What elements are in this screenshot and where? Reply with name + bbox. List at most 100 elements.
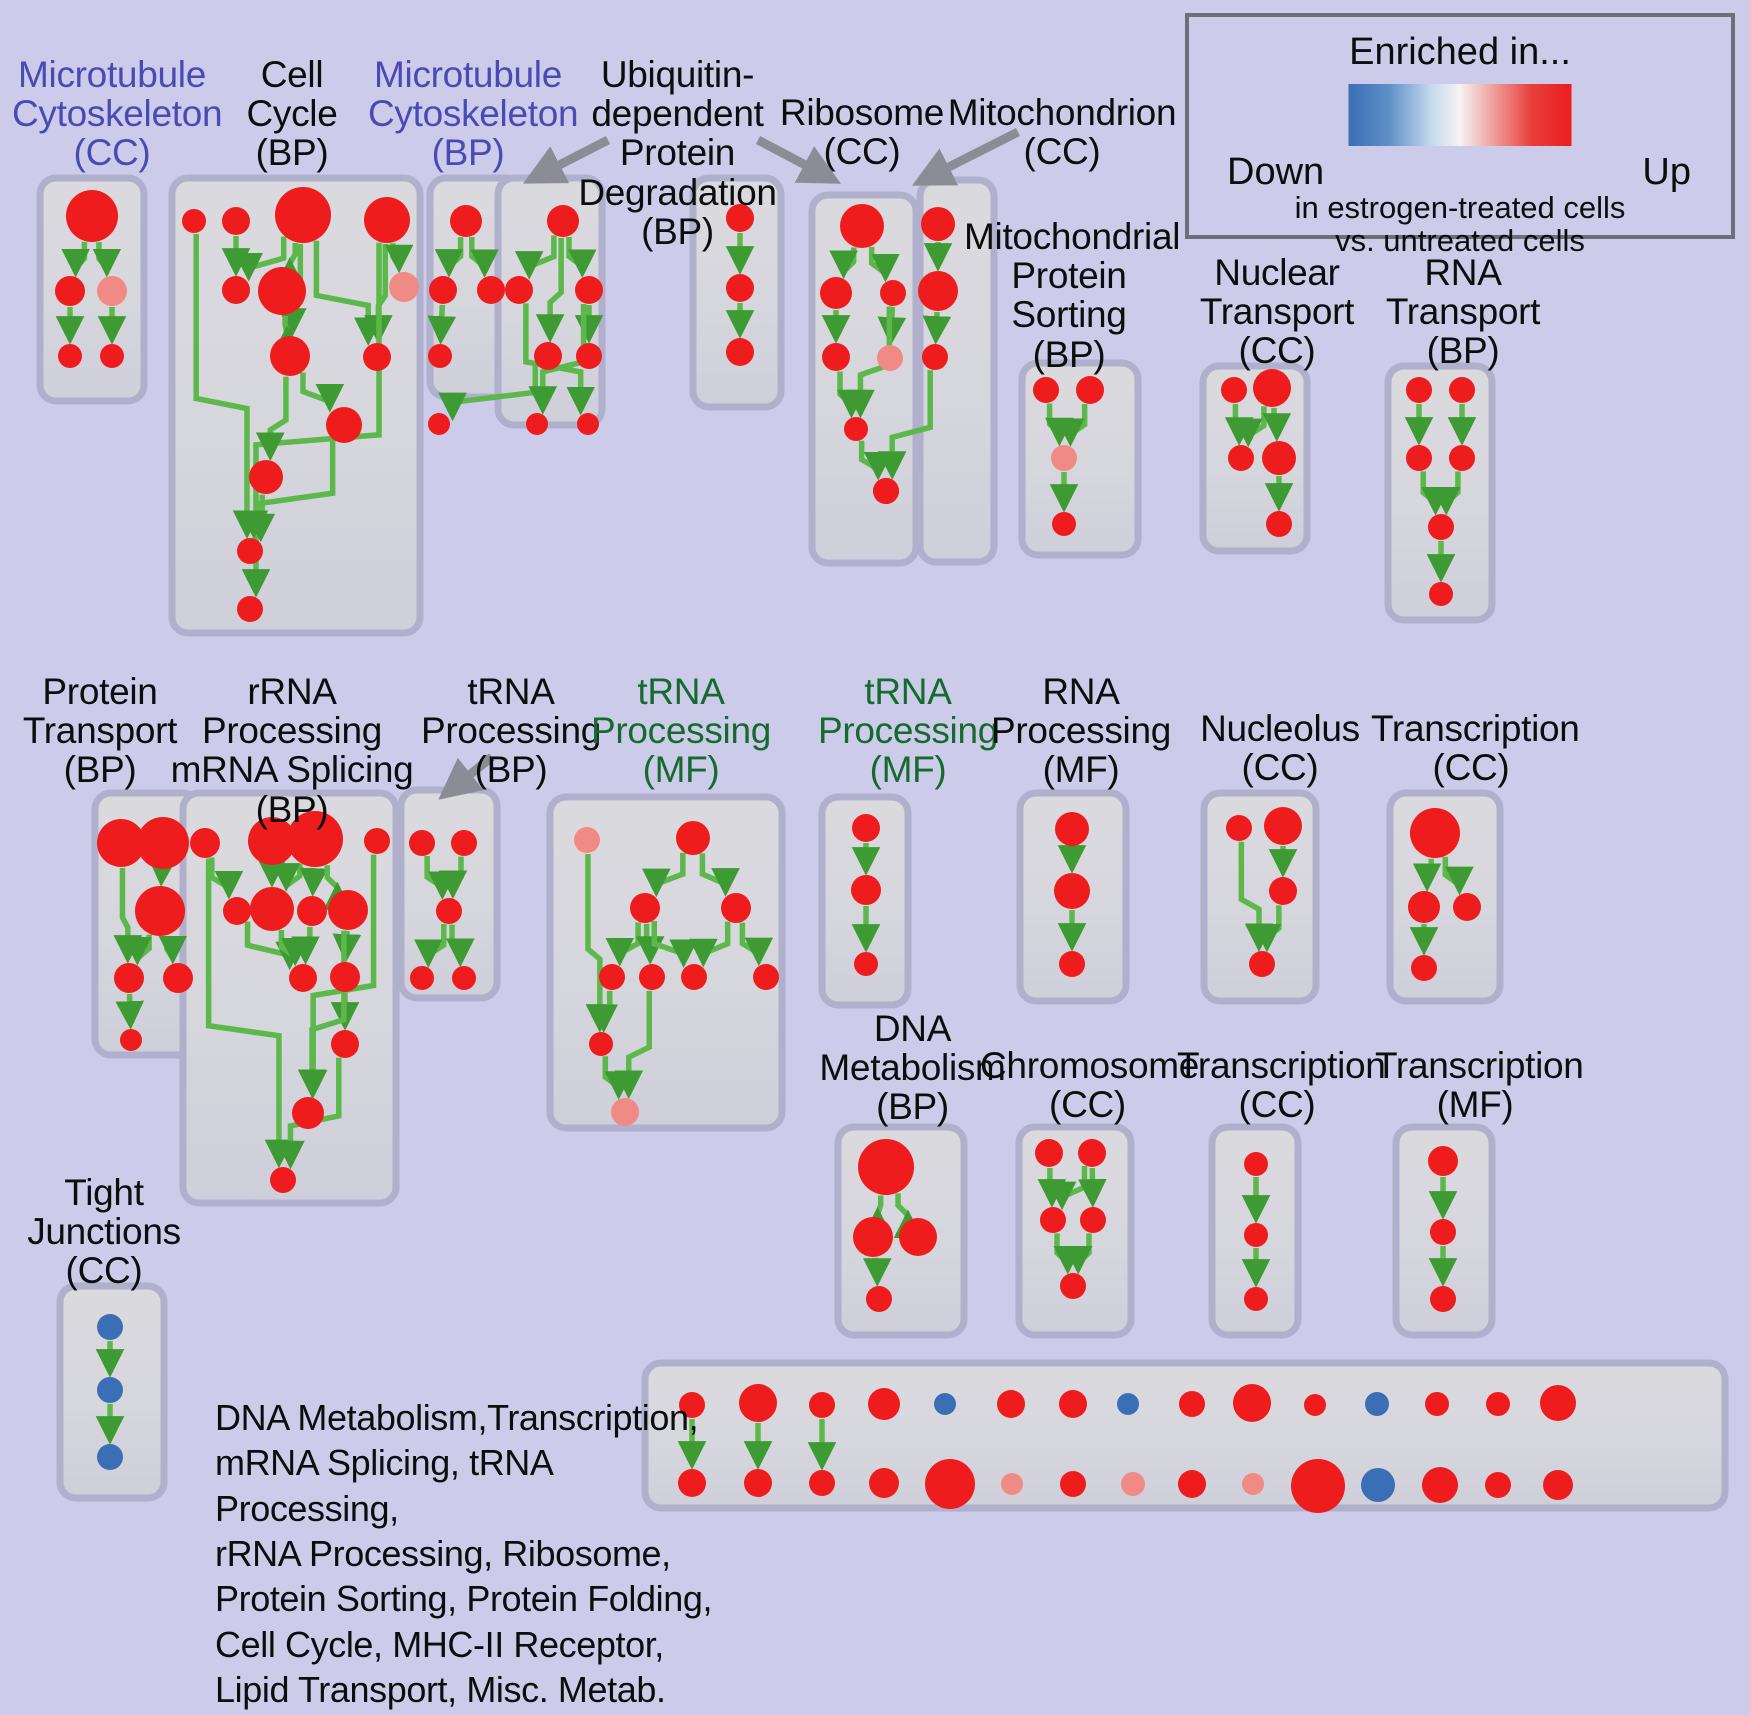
gene-node[interactable]: [190, 828, 220, 858]
gene-node[interactable]: [840, 204, 884, 248]
gene-node[interactable]: [739, 1384, 777, 1422]
gene-node[interactable]: [275, 187, 331, 243]
gene-node[interactable]: [921, 207, 955, 241]
gene-node[interactable]: [1422, 1467, 1458, 1503]
gene-node[interactable]: [1001, 1473, 1023, 1495]
gene-node[interactable]: [1052, 512, 1076, 536]
gene-node[interactable]: [1304, 1394, 1326, 1416]
gene-node[interactable]: [1406, 445, 1432, 471]
gene-node[interactable]: [547, 205, 579, 237]
gene-node[interactable]: [934, 1393, 956, 1415]
gene-node[interactable]: [55, 276, 85, 306]
gene-node[interactable]: [1051, 445, 1077, 471]
gene-node[interactable]: [639, 964, 665, 990]
gene-node[interactable]: [1060, 1471, 1086, 1497]
gene-node[interactable]: [409, 830, 435, 856]
gene-node[interactable]: [58, 344, 82, 368]
gene-node[interactable]: [1054, 873, 1090, 909]
gene-node[interactable]: [1266, 511, 1292, 537]
gene-node[interactable]: [1121, 1472, 1145, 1496]
gene-node[interactable]: [809, 1470, 835, 1496]
gene-node[interactable]: [182, 209, 206, 233]
gene-node[interactable]: [1117, 1393, 1139, 1415]
gene-node[interactable]: [744, 1469, 772, 1497]
gene-node[interactable]: [450, 205, 482, 237]
gene-node[interactable]: [1076, 376, 1104, 404]
gene-node[interactable]: [1264, 807, 1302, 845]
gene-node[interactable]: [1035, 1139, 1063, 1167]
gene-node[interactable]: [114, 963, 144, 993]
gene-node[interactable]: [873, 478, 899, 504]
gene-node[interactable]: [222, 276, 250, 304]
gene-node[interactable]: [822, 343, 850, 371]
gene-node[interactable]: [436, 898, 462, 924]
gene-node[interactable]: [289, 964, 317, 992]
gene-node[interactable]: [1055, 812, 1089, 846]
gene-node[interactable]: [451, 830, 477, 856]
gene-node[interactable]: [726, 338, 754, 366]
gene-node[interactable]: [97, 1444, 123, 1470]
gene-node[interactable]: [1425, 1392, 1449, 1416]
gene-node[interactable]: [1244, 1152, 1268, 1176]
gene-node[interactable]: [1226, 815, 1252, 841]
gene-node[interactable]: [1430, 1219, 1456, 1245]
gene-node[interactable]: [66, 190, 118, 242]
gene-node[interactable]: [576, 343, 602, 369]
gene-node[interactable]: [1406, 377, 1432, 403]
gene-node[interactable]: [1080, 1207, 1106, 1233]
gene-node[interactable]: [1178, 1470, 1206, 1498]
gene-node[interactable]: [1249, 951, 1275, 977]
gene-node[interactable]: [753, 964, 779, 990]
gene-node[interactable]: [135, 886, 185, 936]
gene-node[interactable]: [410, 966, 434, 990]
gene-node[interactable]: [681, 964, 707, 990]
gene-node[interactable]: [389, 272, 419, 302]
gene-node[interactable]: [1411, 955, 1437, 981]
gene-node[interactable]: [364, 828, 390, 854]
gene-node[interactable]: [726, 204, 754, 232]
gene-node[interactable]: [922, 344, 948, 370]
gene-node[interactable]: [1408, 891, 1440, 923]
gene-node[interactable]: [237, 596, 263, 622]
gene-node[interactable]: [1361, 1468, 1395, 1502]
gene-node[interactable]: [599, 964, 625, 990]
gene-node[interactable]: [1543, 1470, 1573, 1500]
gene-node[interactable]: [248, 817, 296, 865]
gene-node[interactable]: [918, 271, 958, 311]
gene-node[interactable]: [1429, 582, 1453, 606]
gene-node[interactable]: [844, 417, 868, 441]
gene-node[interactable]: [678, 1469, 706, 1497]
gene-node[interactable]: [330, 962, 360, 992]
gene-node[interactable]: [679, 1392, 705, 1418]
gene-node[interactable]: [452, 966, 476, 990]
gene-node[interactable]: [1262, 441, 1296, 475]
gene-node[interactable]: [120, 1029, 142, 1051]
gene-node[interactable]: [1365, 1392, 1389, 1416]
gene-node[interactable]: [676, 821, 710, 855]
gene-node[interactable]: [577, 413, 599, 435]
gene-node[interactable]: [726, 274, 754, 302]
gene-node[interactable]: [137, 817, 189, 869]
gene-node[interactable]: [97, 1377, 123, 1403]
gene-node[interactable]: [100, 344, 124, 368]
gene-node[interactable]: [328, 890, 368, 930]
gene-node[interactable]: [97, 1314, 123, 1340]
gene-node[interactable]: [1428, 1146, 1458, 1176]
gene-node[interactable]: [1253, 369, 1291, 407]
gene-node[interactable]: [1540, 1385, 1576, 1421]
gene-node[interactable]: [1059, 1390, 1087, 1418]
gene-node[interactable]: [97, 819, 145, 867]
gene-node[interactable]: [997, 1390, 1025, 1418]
gene-node[interactable]: [223, 897, 251, 925]
gene-node[interactable]: [297, 896, 327, 926]
gene-node[interactable]: [1410, 808, 1460, 858]
gene-node[interactable]: [854, 952, 878, 976]
gene-node[interactable]: [1242, 1473, 1264, 1495]
gene-node[interactable]: [574, 827, 600, 853]
gene-node[interactable]: [1228, 445, 1254, 471]
gene-node[interactable]: [477, 276, 505, 304]
gene-node[interactable]: [222, 207, 250, 235]
gene-node[interactable]: [899, 1218, 937, 1256]
gene-node[interactable]: [1453, 893, 1481, 921]
gene-node[interactable]: [820, 277, 852, 309]
